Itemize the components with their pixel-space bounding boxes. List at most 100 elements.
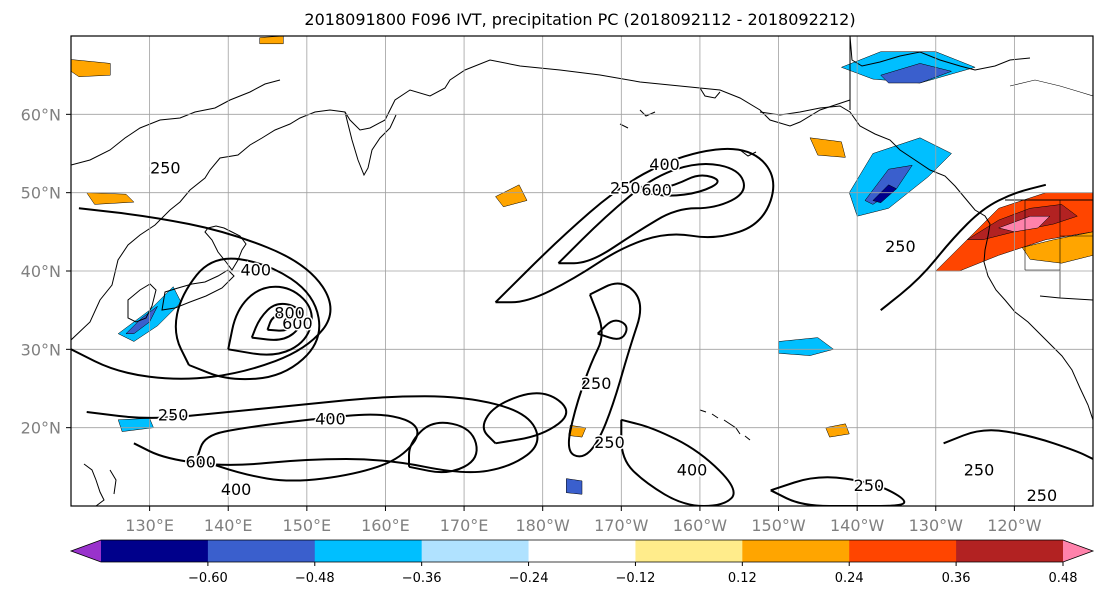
- colorbar-tick-label: −0.60: [188, 571, 228, 586]
- ivt-contour-250: [567, 282, 642, 458]
- lon-tick-label: 130°E: [125, 516, 174, 535]
- axis-ticks: 130°E 140°E 150°E 160°E 170°E 180°W 170°W 160°W…: [21, 105, 1042, 535]
- colorbar-segment: [528, 540, 636, 562]
- lon-tick-label: 180°W: [516, 516, 571, 535]
- lat-tick-label: 50°N: [21, 184, 61, 203]
- contour-label: 400: [677, 460, 708, 479]
- colorbar-segment: [956, 540, 1064, 562]
- precip-patch: [259, 36, 284, 45]
- ivt-contour-400: [227, 285, 313, 356]
- coastline-japan: [204, 225, 247, 271]
- lon-tick-label: 170°E: [440, 516, 489, 535]
- lon-tick-label: 150°W: [751, 516, 806, 535]
- contour-label: 250: [1027, 486, 1058, 505]
- coastline-layer: [71, 36, 1093, 506]
- ivt-contour-labels: 2502504006008004006004002504006002502504…: [149, 153, 1059, 506]
- lon-tick-label: 130°W: [909, 516, 964, 535]
- ivt-contour-250: [408, 421, 478, 474]
- contour-label: 400: [240, 261, 271, 280]
- lon-tick-label: 140°E: [204, 516, 253, 535]
- coastline-alaska: [759, 105, 1093, 421]
- colorbar-tick-label: 0.36: [942, 571, 971, 586]
- coastline-east-asia: [71, 59, 851, 341]
- lon-tick-label: 170°W: [594, 516, 649, 535]
- colorbar-tick-label: −0.36: [402, 571, 442, 586]
- ivt-contour-800: [266, 313, 295, 332]
- colorbar-segment: [207, 540, 316, 562]
- lat-tick-label: 40°N: [21, 262, 61, 281]
- colorbar-extend-max: [1063, 540, 1093, 562]
- colorbar-tick-label: −0.24: [509, 571, 549, 586]
- ivt-contour-250: [86, 395, 539, 474]
- precip-patch: [825, 423, 850, 438]
- map-title: 2018091800 F096 IVT, precipitation PC (2…: [304, 10, 856, 29]
- colorbar-segment: [314, 540, 423, 562]
- colorbar-segment: [101, 540, 209, 562]
- ivt-contour-250: [71, 207, 332, 380]
- lon-tick-label: 150°E: [283, 516, 332, 535]
- contour-label: 250: [964, 460, 995, 479]
- precip-patch: [495, 184, 528, 208]
- coastline-bering-islands: [619, 87, 757, 157]
- colorbar-outline: [69, 539, 1095, 563]
- ivt-contour-250: [943, 429, 1093, 460]
- hudson-line: [1009, 79, 1093, 97]
- contour-label: 250: [158, 405, 189, 424]
- coastline-alaska-north: [849, 36, 1031, 71]
- plot-area: 2502504006008004006004002504006002502504…: [70, 35, 1094, 507]
- colorbar-tick-label: 0.12: [728, 571, 757, 586]
- contour-label: 250: [610, 178, 641, 197]
- coastline-philippines: [83, 463, 117, 506]
- contour-label: 600: [641, 181, 672, 200]
- precip-patch: [872, 184, 897, 204]
- ivt-contour-layer: [71, 147, 1093, 506]
- ivt-contour-250: [494, 147, 775, 304]
- lon-tick-label: 160°E: [361, 516, 410, 535]
- lon-tick-label: 160°W: [673, 516, 728, 535]
- colorbar-segment: [742, 540, 850, 562]
- ivt-contour-250: [620, 418, 735, 506]
- ivt-contour-600: [250, 302, 303, 341]
- lon-tick-label: 120°W: [987, 516, 1042, 535]
- precip-patch: [71, 59, 111, 77]
- colorbar-tick-label: 0.48: [1049, 571, 1078, 586]
- colorbar-segment: [849, 540, 957, 562]
- lat-tick-label: 60°N: [21, 105, 61, 124]
- contour-label: 800: [274, 304, 305, 323]
- precip-patch: [566, 478, 583, 495]
- precip-patch: [809, 137, 846, 158]
- precipitation-pc-layer: [71, 36, 1093, 495]
- coastline-asia-interior: [71, 79, 281, 166]
- contour-label: 400: [649, 155, 680, 174]
- border-states: [1024, 200, 1093, 298]
- lat-tick-label: 20°N: [21, 419, 61, 438]
- coastline-korea: [127, 283, 157, 323]
- contour-label: 250: [854, 476, 885, 495]
- ivt-contour-250: [770, 476, 906, 506]
- colorbar-segment: [635, 540, 743, 562]
- contour-label: 400: [221, 480, 252, 499]
- colorbar: −0.60 −0.48 −0.36 −0.24 −0.12 0.12 0.24 0.36 0.4…: [69, 539, 1095, 586]
- contour-label: 250: [150, 159, 181, 178]
- ivt-contour-400: [557, 162, 745, 265]
- precip-patch: [86, 192, 135, 205]
- contour-label: 250: [594, 433, 625, 452]
- colorbar-extend-min: [71, 540, 101, 562]
- ivt-contour-250: [174, 257, 321, 381]
- coastline-kamchatka: [344, 111, 397, 177]
- contour-label: 250: [885, 237, 916, 256]
- colorbar-tick-label: 0.24: [835, 571, 864, 586]
- contour-label: 400: [315, 409, 346, 428]
- colorbar-tick-label: −0.48: [295, 571, 335, 586]
- precip-patch: [1021, 231, 1093, 264]
- coastline-japan-south: [161, 269, 235, 311]
- contour-label: 250: [581, 374, 612, 393]
- ivt-contour-250: [880, 183, 1047, 311]
- contour-label: 600: [185, 452, 216, 471]
- colorbar-tick-label: −0.12: [616, 571, 656, 586]
- ivt-contour-250: [596, 319, 628, 340]
- coastline-hawaii: [699, 409, 751, 441]
- ivt-contour-600: [644, 174, 719, 197]
